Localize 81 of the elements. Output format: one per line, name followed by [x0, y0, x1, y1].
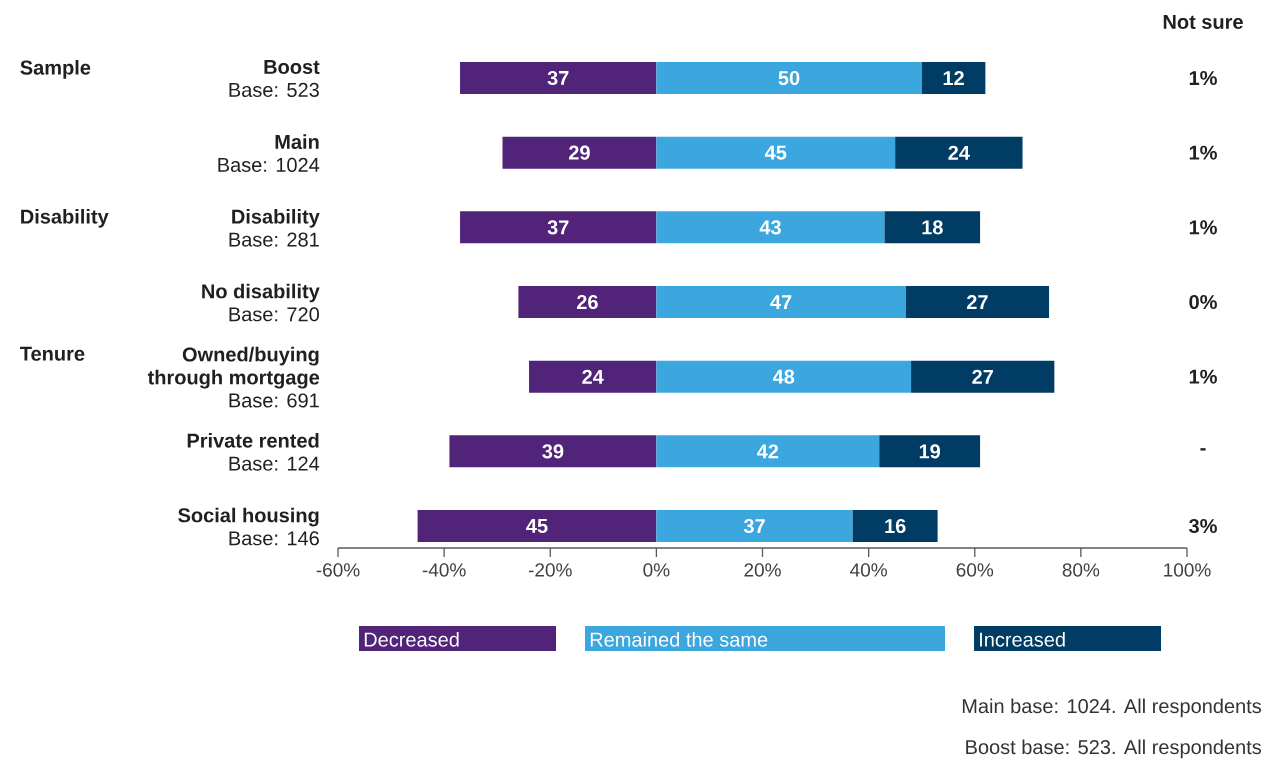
text: Base: 691	[229, 393, 319, 408]
bar	[460, 62, 657, 95]
y-tick-label: Owned/buying through mortgage	[147, 346, 320, 389]
text: 1%	[1189, 145, 1217, 160]
data-label: 37	[547, 70, 569, 86]
bar	[529, 360, 657, 393]
bar	[449, 435, 657, 468]
text: 1%	[1189, 70, 1217, 86]
data-label: 45	[526, 519, 548, 533]
bar	[852, 510, 938, 543]
y-tick-label: Private rented	[187, 433, 319, 448]
data-label: 19	[919, 444, 941, 459]
y-tick-label: Main	[275, 134, 319, 150]
y-tick-label: Boost	[264, 60, 320, 74]
bar	[417, 510, 657, 543]
data-label: 16	[885, 518, 906, 534]
text: Tenure	[20, 346, 85, 361]
bar	[656, 435, 880, 468]
text: Sample	[20, 60, 91, 79]
text: Decreased	[364, 632, 459, 647]
x-tick-label: 60%	[956, 563, 994, 577]
text: Base: 281	[229, 232, 319, 247]
x-tick-label: 100%	[1164, 563, 1211, 577]
text: Boost base: 523. All respondents	[966, 739, 1262, 759]
data-label: 24	[948, 145, 970, 160]
text: 3%	[1189, 518, 1217, 534]
data-label: 45	[764, 145, 787, 160]
data-label: 39	[542, 444, 564, 459]
text: 1%	[1189, 369, 1217, 384]
data-label: 26	[576, 294, 598, 310]
data-label: 37	[547, 220, 569, 235]
bar	[460, 211, 657, 244]
data-label: 12	[943, 71, 964, 85]
bar	[879, 435, 981, 468]
text: Remained the same	[590, 632, 768, 647]
x-tick-label: 80%	[1062, 563, 1100, 577]
text: 0%	[1189, 294, 1217, 310]
bar	[905, 286, 1050, 319]
x-tick-label: -20%	[528, 563, 572, 577]
bar	[884, 211, 981, 244]
data-label: 48	[772, 369, 795, 384]
data-label: 37	[743, 518, 765, 534]
text: Main base: 1024. All respondents	[962, 698, 1262, 718]
x-tick-label: 0%	[643, 563, 670, 577]
data-label: 24	[582, 369, 604, 384]
bar	[895, 136, 1023, 169]
x-tick-label: -40%	[422, 563, 466, 577]
data-label: 27	[972, 369, 993, 384]
text: Base: 146	[229, 531, 319, 546]
data-label: 42	[756, 444, 779, 459]
bar	[656, 62, 922, 95]
x-tick-label: -60%	[316, 563, 360, 577]
bar	[656, 136, 896, 169]
bar	[656, 211, 885, 244]
text: Base: 720	[229, 307, 319, 322]
text: Increased	[980, 632, 1065, 647]
text: Base: 1024	[218, 157, 320, 173]
text: -	[1200, 448, 1206, 451]
y-tick-label: Disability	[232, 209, 320, 228]
x-tick-label: 40%	[850, 563, 887, 577]
bar	[656, 360, 912, 393]
bar	[911, 360, 1055, 393]
data-label: 47	[770, 295, 792, 309]
bar	[656, 286, 906, 319]
text: Not sure	[1163, 15, 1243, 29]
data-label: 27	[966, 295, 988, 309]
bar	[502, 136, 657, 169]
text: Base: 523	[229, 82, 319, 97]
bar	[518, 286, 657, 319]
y-tick-label: No disability	[202, 283, 320, 303]
data-label: 43	[759, 220, 781, 235]
x-tick-label: 20%	[744, 563, 781, 577]
bar	[921, 62, 986, 95]
text: Disability	[21, 209, 109, 228]
bar	[656, 510, 853, 543]
text: Base: 124	[229, 456, 320, 471]
data-label: 18	[922, 220, 943, 235]
data-label: 50	[778, 70, 800, 86]
y-tick-label: Social housing	[178, 507, 319, 527]
text: 1%	[1189, 220, 1217, 235]
data-label: 29	[569, 145, 590, 160]
